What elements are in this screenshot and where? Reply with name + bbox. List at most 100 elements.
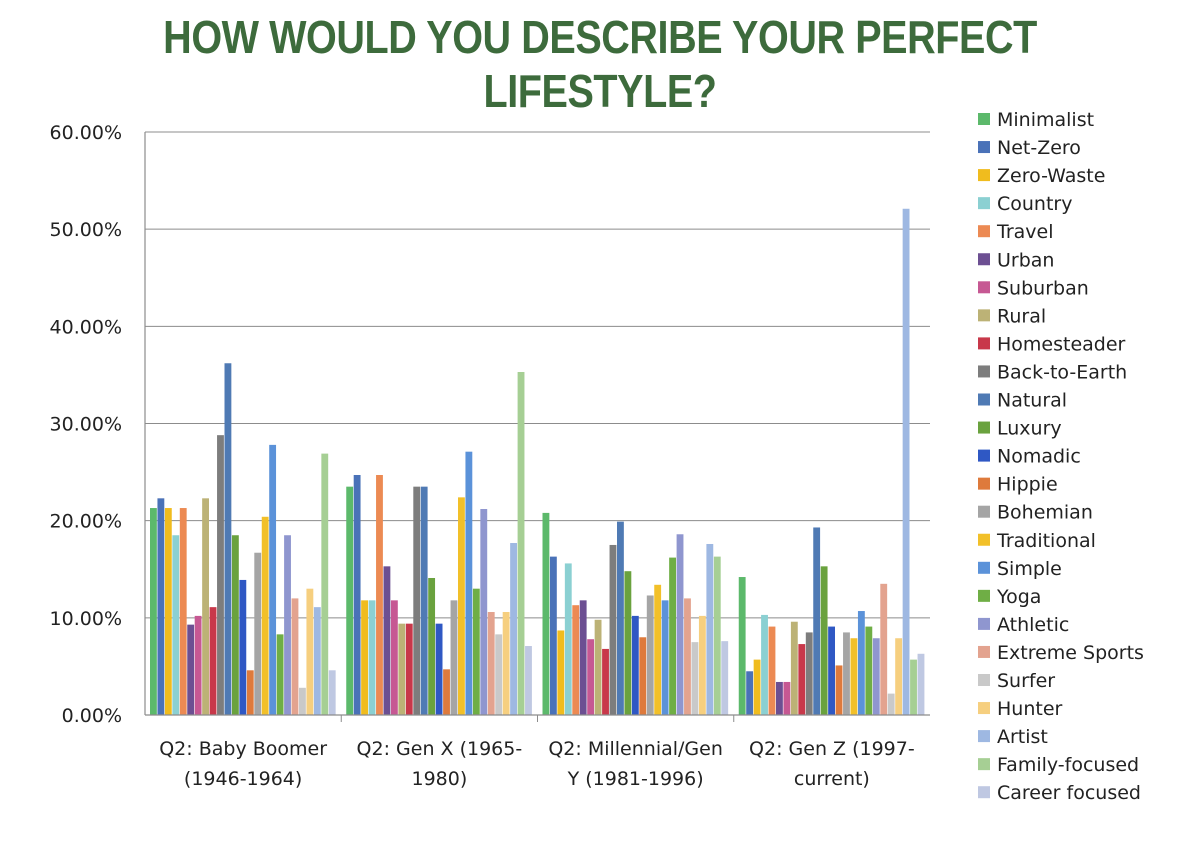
legend-label: Luxury [997,418,1062,440]
bar [872,638,880,715]
bar [525,646,532,715]
legend-swatch [978,533,990,546]
x-tick-label: (1946-1964) [184,768,302,790]
chart-title: HOW WOULD YOU DESCRIBE YOUR PERFECT LIFE… [163,11,1037,117]
bar [661,600,669,715]
bar [458,497,465,715]
bar [291,598,299,715]
bar [895,638,903,715]
legend-item: Career focused [978,782,1141,804]
x-tick-label: Q2: Gen X (1965- [357,738,523,760]
bar [383,566,391,715]
bar [549,556,557,715]
bar [609,544,617,715]
legend-item: Minimalist [978,109,1094,131]
bar [231,535,239,715]
bar [835,665,843,715]
bar [472,588,480,715]
legend-item: Zero-Waste [978,165,1105,187]
bar [813,527,821,715]
bar [209,607,217,715]
legend-item: Family-focused [978,754,1139,776]
bar [768,626,776,715]
legend-item: Yoga [978,586,1041,608]
legend-item: Surfer [978,670,1055,692]
bar [676,534,684,715]
bar [698,615,706,715]
bar [276,634,284,715]
x-tick-label: Q2: Millennial/Gen [548,738,723,760]
bar [887,693,895,715]
legend-swatch [978,421,990,434]
bar [654,584,662,715]
legend-label: Athletic [997,614,1069,636]
bar [691,642,699,715]
legend: Minimalist Net-Zero Zero-Waste Country Trave… [978,109,1144,804]
legend-swatch [978,225,990,238]
legend-item: Urban [978,249,1054,271]
bar [805,632,813,715]
bar [587,639,595,715]
bar [150,508,157,715]
legend-label: Artist [997,726,1048,748]
bar [390,600,398,715]
legend-label: Zero-Waste [997,165,1105,187]
bar [313,607,321,715]
bar [495,634,503,715]
legend-label: Hippie [997,474,1058,496]
legend-label: Traditional [996,530,1096,552]
bar [510,543,517,715]
bar [857,611,865,715]
bar [420,486,428,715]
bar [557,630,565,715]
bar [798,644,806,715]
legend-label: Natural [997,390,1067,412]
bar [502,612,510,715]
legend-item: Country [978,193,1072,215]
legend-swatch [978,365,990,378]
bar [783,681,791,715]
legend-item: Nomadic [978,446,1081,468]
legend-swatch [978,113,990,125]
bar [435,623,443,715]
bar [746,671,754,715]
bar [269,444,277,715]
legend-item: Bohemian [978,502,1093,524]
legend-label: Yoga [996,586,1041,608]
bar [850,638,858,715]
y-tick-label: 20.00% [50,511,122,533]
legend-label: Back-to-Earth [997,361,1127,383]
bar [542,512,550,715]
bar [187,624,195,715]
legend-label: Suburban [997,277,1089,299]
legend-item: Artist [978,726,1048,748]
legend-swatch [978,309,990,322]
legend-label: Extreme Sports [997,642,1144,664]
bar [594,619,602,715]
bar [631,615,639,715]
legend-item: Suburban [978,277,1089,299]
y-tick-label: 50.00% [50,219,122,241]
legend-label: Bohemian [997,502,1093,524]
bar [602,648,609,715]
bar [398,623,406,715]
legend-swatch [978,561,990,574]
bar [684,598,691,715]
bar [202,498,209,715]
bar [465,451,473,715]
legend-label: Rural [997,305,1046,327]
bar [902,208,910,716]
bar [910,659,917,715]
legend-item: Traditional [978,530,1096,552]
legend-item: Hunter [978,698,1063,720]
bar [346,486,354,715]
legend-item: Extreme Sports [978,642,1144,664]
bar [579,600,587,715]
bar [617,521,624,715]
bar [828,626,835,715]
y-tick-label: 10.00% [50,608,122,630]
bar [669,557,676,715]
legend-item: Athletic [978,614,1069,636]
legend-label: Nomadic [997,446,1081,468]
x-axis-ticks: Q2: Baby Boomer (1946-1964) Q2: Gen X (196… [159,738,914,790]
